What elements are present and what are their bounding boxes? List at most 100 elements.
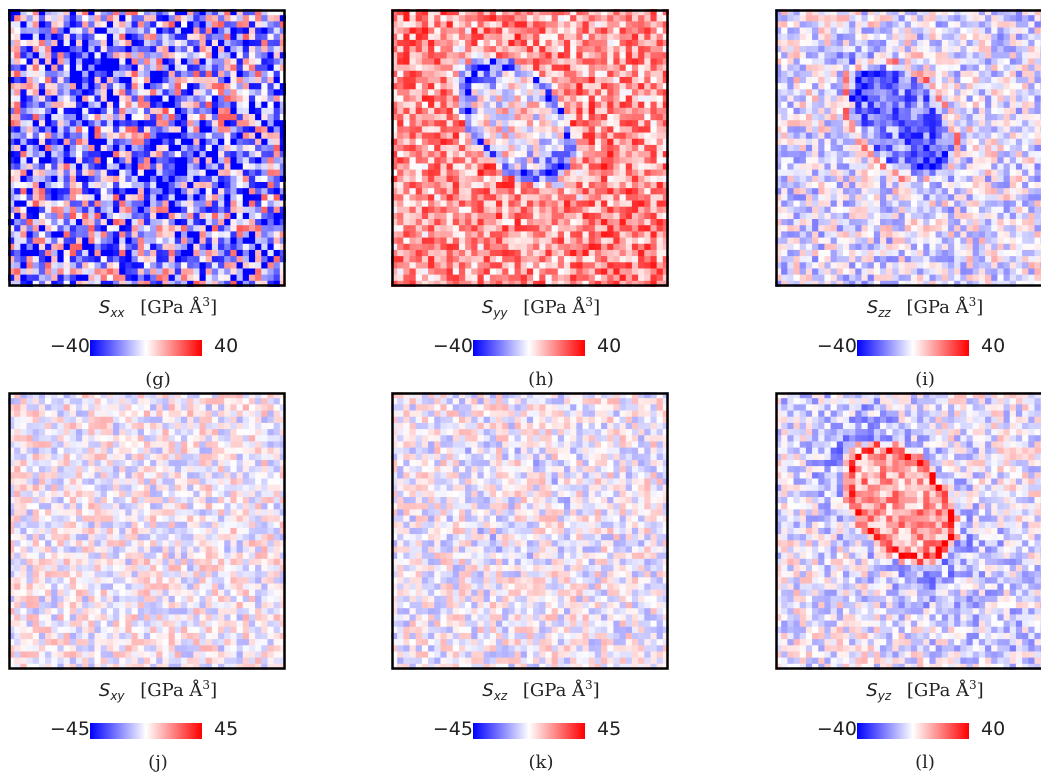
stress-cell bbox=[14, 262, 21, 269]
stress-cell bbox=[595, 170, 602, 177]
stress-cell bbox=[107, 207, 114, 214]
stress-cell bbox=[1004, 21, 1011, 28]
stress-cell bbox=[156, 120, 163, 127]
stress-cell bbox=[57, 176, 64, 183]
stress-cell bbox=[570, 133, 577, 140]
stress-cell bbox=[880, 46, 887, 53]
stress-cell bbox=[650, 201, 657, 208]
stress-cell bbox=[193, 268, 200, 275]
stress-cell bbox=[162, 139, 169, 146]
stress-cell bbox=[539, 201, 546, 208]
stress-cell bbox=[929, 77, 936, 84]
stress-cell bbox=[440, 95, 447, 102]
stress-cell bbox=[440, 163, 447, 170]
stress-cell bbox=[94, 244, 101, 251]
stress-cell bbox=[33, 268, 40, 275]
stress-cell bbox=[917, 89, 924, 96]
stress-cell bbox=[212, 201, 219, 208]
stress-cell bbox=[818, 126, 825, 133]
stress-cell bbox=[539, 114, 546, 121]
stress-cell bbox=[187, 21, 194, 28]
stress-cell bbox=[428, 157, 435, 164]
stress-cell bbox=[410, 170, 417, 177]
stress-cell bbox=[181, 163, 188, 170]
stress-cell bbox=[831, 133, 838, 140]
stress-cell bbox=[1028, 89, 1035, 96]
stress-cell bbox=[150, 194, 157, 201]
stress-cell bbox=[20, 40, 27, 47]
stress-cell bbox=[601, 114, 608, 121]
stress-cell bbox=[533, 256, 540, 263]
stress-cell bbox=[162, 102, 169, 109]
stress-cell bbox=[484, 126, 491, 133]
stress-cell bbox=[397, 108, 404, 115]
stress-cell bbox=[1034, 52, 1041, 59]
panel-label: (g) bbox=[8, 369, 308, 390]
stress-cell bbox=[484, 65, 491, 72]
stress-cell bbox=[781, 46, 788, 53]
stress-cell bbox=[1016, 58, 1023, 65]
stress-cell bbox=[527, 182, 534, 189]
stress-cell bbox=[477, 102, 484, 109]
stress-cell bbox=[601, 244, 608, 251]
stress-cell bbox=[490, 157, 497, 164]
stress-cell bbox=[533, 182, 540, 189]
stress-cell bbox=[169, 89, 176, 96]
stress-cell bbox=[570, 139, 577, 146]
stress-cell bbox=[447, 83, 454, 90]
stress-cell bbox=[502, 21, 509, 28]
stress-cell bbox=[156, 194, 163, 201]
stress-cell bbox=[144, 77, 151, 84]
stress-cell bbox=[812, 120, 819, 127]
stress-cell bbox=[917, 95, 924, 102]
stress-cell bbox=[403, 102, 410, 109]
stress-cell bbox=[465, 102, 472, 109]
stress-cell bbox=[119, 244, 126, 251]
stress-cell bbox=[552, 133, 559, 140]
stress-cell bbox=[589, 139, 596, 146]
stress-cell bbox=[224, 77, 231, 84]
stress-cell bbox=[632, 219, 639, 226]
stress-cell bbox=[521, 108, 528, 115]
stress-cell bbox=[787, 71, 794, 78]
stress-cell bbox=[650, 219, 657, 226]
stress-cell bbox=[57, 145, 64, 152]
stress-cell bbox=[101, 46, 108, 53]
stress-cell bbox=[508, 58, 515, 65]
stress-cell bbox=[657, 201, 664, 208]
stress-cell bbox=[20, 120, 27, 127]
stress-cell bbox=[490, 176, 497, 183]
stress-cell bbox=[138, 21, 145, 28]
stress-cell bbox=[267, 182, 274, 189]
stress-cell bbox=[613, 114, 620, 121]
stress-cell bbox=[929, 40, 936, 47]
stress-cell bbox=[453, 151, 460, 158]
stress-cell bbox=[508, 120, 515, 127]
stress-cell bbox=[193, 256, 200, 263]
stress-cell bbox=[206, 126, 213, 133]
stress-cell bbox=[812, 108, 819, 115]
stress-cell bbox=[923, 95, 930, 102]
stress-cell bbox=[533, 262, 540, 269]
stress-cell bbox=[812, 34, 819, 41]
stress-cell bbox=[237, 83, 244, 90]
stress-cell bbox=[849, 40, 856, 47]
stress-cell bbox=[824, 102, 831, 109]
stress-cell bbox=[607, 65, 614, 72]
stress-cell bbox=[997, 95, 1004, 102]
stress-cell bbox=[230, 225, 237, 232]
panel-syy: Syy [GPa Å3] −40 40 (h) bbox=[391, 9, 691, 389]
stress-cell bbox=[82, 71, 89, 78]
stress-cell bbox=[267, 58, 274, 65]
stress-cell bbox=[416, 133, 423, 140]
stress-cell bbox=[20, 114, 27, 121]
stress-cell bbox=[206, 170, 213, 177]
stress-cell bbox=[82, 238, 89, 245]
stress-cell bbox=[453, 89, 460, 96]
stress-cell bbox=[644, 268, 651, 275]
stress-cell bbox=[583, 225, 590, 232]
stress-cell bbox=[150, 225, 157, 232]
stress-cell bbox=[206, 194, 213, 201]
stress-cell bbox=[620, 170, 627, 177]
stress-cell bbox=[138, 15, 145, 22]
